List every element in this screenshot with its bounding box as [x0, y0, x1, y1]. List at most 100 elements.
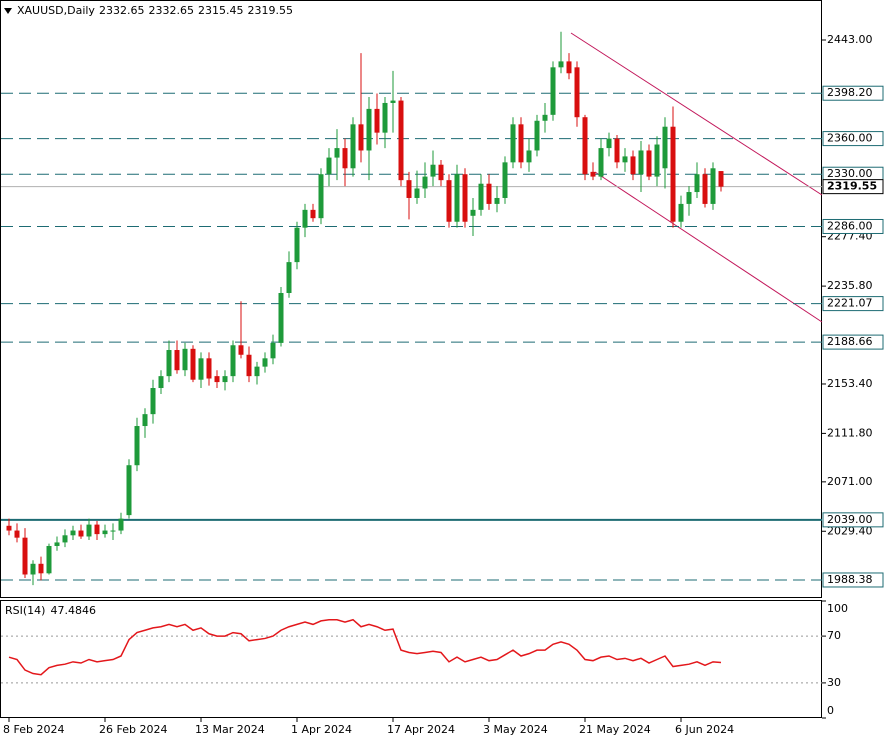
rsi-panel: [0, 600, 822, 718]
candle-body: [358, 124, 364, 151]
candle-body: [174, 350, 180, 371]
candle-body: [670, 126, 676, 222]
candle-body: [686, 192, 692, 204]
candle-body: [414, 188, 420, 198]
y-tick-label: 2235.80: [827, 279, 873, 292]
candle-body: [334, 148, 340, 158]
trend-line: [594, 171, 823, 323]
open-value: 2332.65: [98, 4, 145, 17]
menu-arrow[interactable]: [4, 7, 13, 15]
candle-body: [302, 209, 308, 228]
level-label: 2188.66: [827, 335, 873, 348]
candle-body: [310, 209, 316, 219]
y-tick-label: 30: [827, 676, 841, 689]
chart-header: XAUUSD,Daily 2332.65 2332.65 2315.45 231…: [4, 4, 293, 17]
candle-body: [446, 180, 452, 222]
candle-body: [678, 203, 684, 222]
candle-body: [590, 171, 596, 177]
y-tick-label: 2029.40: [827, 524, 873, 537]
candle-body: [382, 102, 388, 133]
high-value: 2332.65: [148, 4, 194, 17]
y-tick-label: 0: [827, 704, 834, 717]
candle-body: [606, 138, 612, 149]
candle-body: [102, 530, 108, 535]
candle-body: [134, 426, 140, 466]
candle-body: [366, 108, 372, 151]
candle-body: [30, 563, 36, 575]
candle-body: [326, 157, 332, 175]
candle-body: [238, 345, 244, 355]
candle-body: [502, 162, 508, 198]
candle-body: [38, 563, 44, 574]
candle-body: [510, 124, 516, 163]
candle-body: [622, 156, 628, 163]
candle-body: [478, 183, 484, 210]
symbol: XAUUSD,Daily: [17, 4, 95, 17]
rsi-header: RSI(14) 47.4846: [5, 604, 96, 617]
candle-body: [142, 414, 148, 427]
level-label: 2221.07: [827, 297, 873, 310]
candle-body: [398, 100, 404, 181]
candle-body: [542, 114, 548, 121]
candle-body: [270, 342, 276, 359]
candle-body: [166, 350, 172, 377]
candle-body: [198, 358, 204, 380]
candle-body: [350, 124, 356, 169]
candle-body: [614, 138, 620, 163]
candle-body: [222, 376, 228, 383]
candle-body: [118, 518, 124, 531]
level-label-box: [822, 572, 884, 588]
low-value: 2315.45: [197, 4, 244, 17]
y-tick-label: 100: [827, 602, 848, 615]
level-label: 2330.00: [827, 167, 873, 180]
candle-body: [630, 156, 636, 175]
candle-body: [662, 126, 668, 169]
candle-body: [318, 174, 324, 219]
candle-body: [214, 376, 220, 383]
candle-body: [374, 108, 380, 133]
candle-body: [70, 530, 76, 536]
candle-body: [6, 525, 12, 531]
candle-body: [342, 148, 348, 169]
y-tick-label: 2443.00: [827, 33, 873, 46]
candle-body: [246, 354, 252, 377]
x-tick-label: 13 Mar 2024: [195, 723, 265, 736]
candle-body: [582, 117, 588, 175]
level-label-box: [822, 218, 884, 234]
level-label-box: [822, 334, 884, 350]
candle-body: [710, 168, 716, 204]
candle-body: [62, 535, 68, 543]
rsi-line: [8, 618, 722, 676]
candle-body: [110, 530, 116, 532]
candle-body: [430, 164, 436, 177]
y-tick-label: 2071.00: [827, 475, 873, 488]
candle-body: [550, 67, 556, 115]
candle-body: [262, 358, 268, 367]
candle-body: [462, 174, 468, 222]
candle-body: [278, 292, 284, 343]
price-label-box: [822, 179, 884, 195]
level-label: 2398.20: [827, 86, 873, 99]
candle-body: [94, 524, 100, 535]
trend-line: [570, 32, 823, 196]
candle-body: [574, 67, 580, 118]
candle-body: [54, 542, 60, 546]
candle-body: [78, 530, 84, 537]
x-tick-label: 26 Feb 2024: [99, 723, 167, 736]
candle-body: [598, 148, 604, 177]
main-panel: [0, 0, 822, 598]
candle-body: [22, 537, 28, 575]
candle-body: [518, 124, 524, 163]
level-label: 2039.00: [827, 513, 873, 526]
candle-body: [654, 144, 660, 177]
level-label: 2360.00: [827, 132, 873, 145]
candle-body: [470, 209, 476, 216]
candle-body: [566, 61, 572, 74]
rsi-value: 47.4846: [50, 604, 96, 617]
x-tick-label: 17 Apr 2024: [387, 723, 455, 736]
candle-body: [702, 174, 708, 204]
x-tick-label: 6 Jun 2024: [675, 723, 734, 736]
candle-body: [46, 545, 52, 574]
candle-body: [486, 183, 492, 204]
